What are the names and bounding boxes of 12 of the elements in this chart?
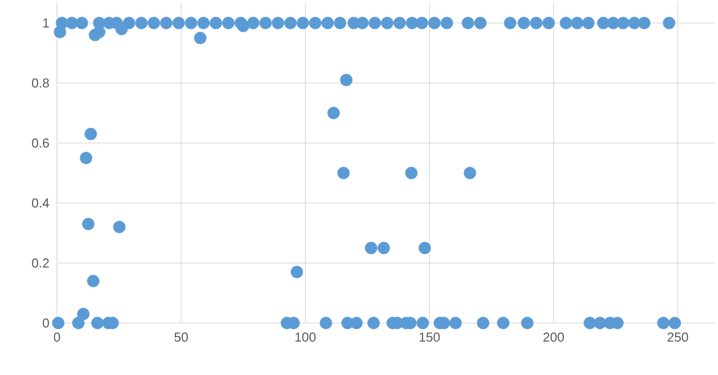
- x-tick-label: 100: [295, 332, 316, 342]
- x-tick-label: 50: [174, 332, 188, 342]
- y-tick-label: 0.6: [32, 138, 49, 148]
- x-tick-label: 200: [543, 332, 564, 342]
- x-tick-label: 250: [668, 332, 688, 342]
- y-tick-label: 0: [42, 318, 49, 328]
- y-tick-label: 1: [43, 18, 49, 28]
- x-tick-label: 150: [420, 332, 440, 342]
- y-tick-label: 0.8: [32, 78, 49, 88]
- y-tick-label: 0.2: [32, 258, 49, 268]
- y-tick-label: 0.4: [32, 198, 50, 208]
- x-tick-label: 0: [54, 332, 60, 342]
